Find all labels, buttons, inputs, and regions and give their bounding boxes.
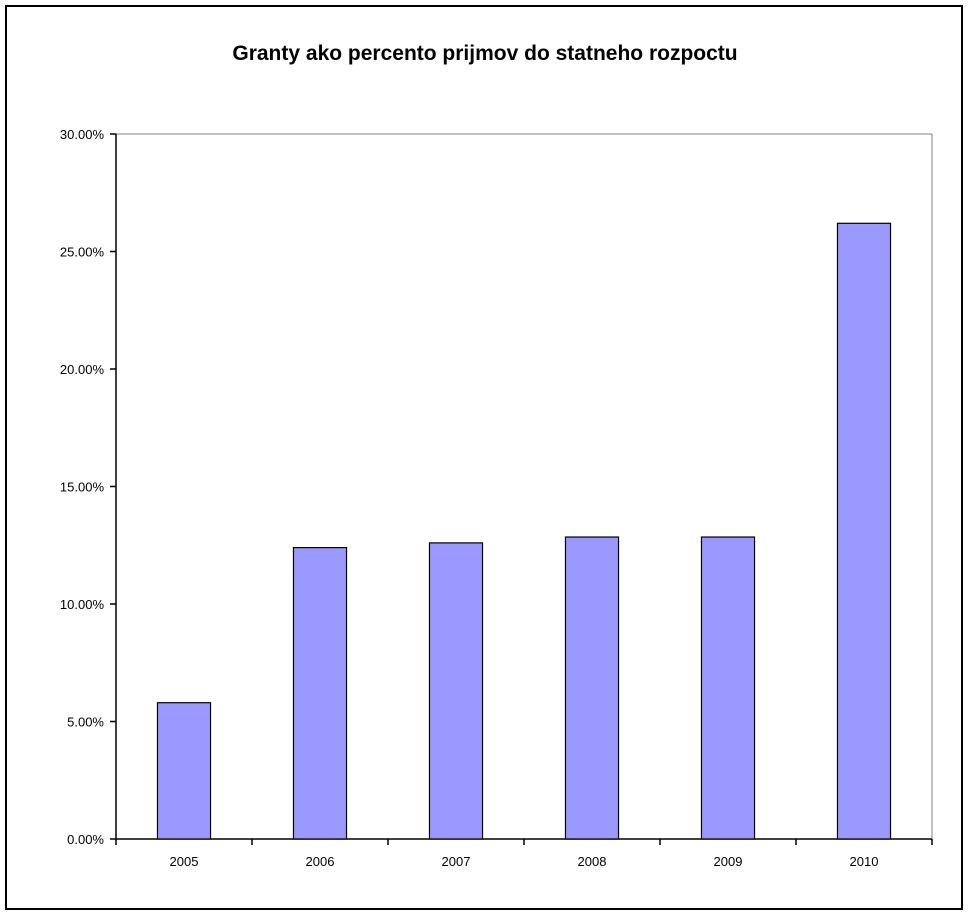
bar-2008	[564, 536, 620, 840]
x-tick-label: 2010	[850, 854, 879, 869]
y-tick-label: 30.00%	[60, 127, 105, 142]
x-axis: 2005 2006 2007 2008 2009 2010	[115, 838, 933, 869]
y-tick-label: 15.00%	[60, 480, 105, 495]
bar-2005	[156, 702, 212, 840]
y-axis: 0.00% 5.00% 10.00% 15.00% 20.00% 25.00% 30.00%	[60, 127, 117, 847]
x-tick-label: 2005	[170, 854, 199, 869]
bars	[156, 222, 892, 840]
y-tick-label: 0.00%	[67, 832, 104, 847]
bar-2009	[700, 536, 756, 840]
x-tick-label: 2007	[442, 854, 471, 869]
chart-title: Granty ako percento prijmov do statneho …	[232, 42, 738, 65]
x-tick-label: 2009	[714, 854, 743, 869]
bar-2010	[836, 222, 892, 840]
bar-2007	[428, 542, 484, 840]
bar-2006	[292, 546, 348, 840]
y-tick-label: 5.00%	[67, 715, 104, 730]
y-tick-label: 25.00%	[60, 245, 105, 260]
x-tick-label: 2008	[578, 854, 607, 869]
y-tick-label: 20.00%	[60, 362, 105, 377]
y-tick-label: 10.00%	[60, 597, 105, 612]
plot-area	[116, 133, 933, 839]
x-tick-label: 2006	[306, 854, 335, 869]
